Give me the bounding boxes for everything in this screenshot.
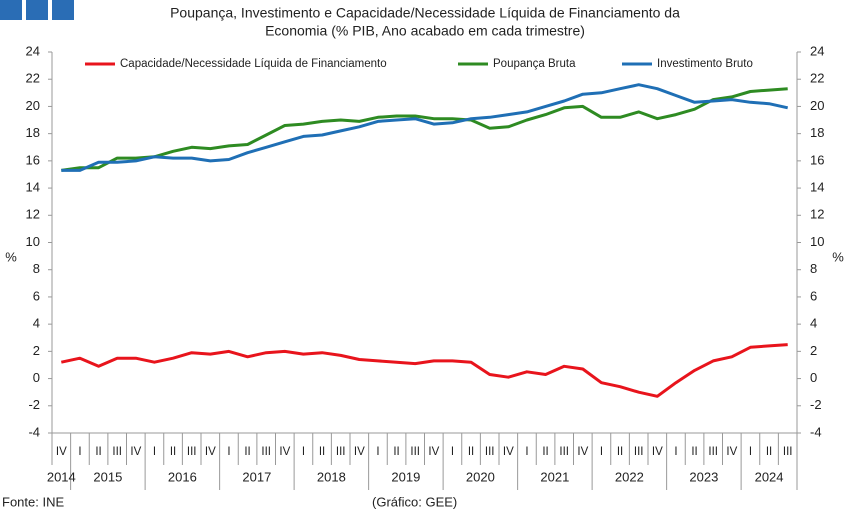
y2-tick-label: 24 — [810, 43, 824, 58]
x-tick-label: III — [336, 446, 346, 458]
x-tick-label: IV — [205, 446, 216, 458]
x-tick-label: I — [153, 446, 156, 458]
x-tick-label: I — [78, 446, 81, 458]
y-tick-label: 22 — [26, 71, 40, 86]
x-tick-label: IV — [428, 446, 439, 458]
x-tick-label: IV — [503, 446, 514, 458]
x-tick-label: II — [170, 446, 176, 458]
y2-tick-label: -4 — [810, 424, 822, 439]
x-tick-label: IV — [652, 446, 663, 458]
y2-tick-label: 12 — [810, 207, 824, 222]
logo-square — [0, 0, 22, 20]
year-label: 2023 — [689, 469, 718, 484]
x-tick-label: I — [749, 446, 752, 458]
y-tick-label: 20 — [26, 98, 40, 113]
y2-tick-label: 0 — [810, 370, 817, 385]
year-label: 2016 — [168, 469, 197, 484]
x-tick-label: II — [766, 446, 772, 458]
y2-tick-label: 2 — [810, 343, 817, 358]
year-label: 2017 — [242, 469, 271, 484]
legend-label: Capacidade/Necessidade Líquida de Financ… — [120, 58, 387, 70]
x-tick-label: II — [244, 446, 250, 458]
year-label: 2020 — [466, 469, 495, 484]
logo-square — [52, 0, 74, 20]
x-tick-label: II — [319, 446, 325, 458]
x-tick-label: II — [542, 446, 548, 458]
x-tick-label: III — [708, 446, 718, 458]
x-tick-label: I — [674, 446, 677, 458]
y-tick-label: -4 — [28, 424, 40, 439]
y2-tick-label: 20 — [810, 98, 824, 113]
x-tick-label: IV — [130, 446, 141, 458]
x-tick-label: III — [112, 446, 122, 458]
year-label: 2024 — [755, 469, 784, 484]
y-tick-label: 0 — [33, 370, 40, 385]
y-tick-label: 14 — [26, 180, 40, 195]
series-line — [61, 87, 788, 172]
y2-tick-label: 10 — [810, 234, 824, 249]
y-tick-label: 16 — [26, 152, 40, 167]
y2-tick-label: 14 — [810, 180, 824, 195]
x-tick-label: IV — [577, 446, 588, 458]
x-tick-label: III — [410, 446, 420, 458]
y2-tick-label: -2 — [810, 397, 822, 412]
x-tick-label: IV — [56, 446, 67, 458]
series-line — [60, 343, 788, 398]
x-tick-label: II — [691, 446, 697, 458]
y-tick-label: 12 — [26, 207, 40, 222]
y-tick-label: 8 — [33, 261, 40, 276]
y2-tick-label: 4 — [810, 316, 817, 331]
legend-label: Poupança Bruta — [493, 58, 576, 70]
x-tick-label: I — [227, 446, 230, 458]
chart-title: Poupança, Investimento e Capacidade/Nece… — [170, 5, 680, 21]
x-tick-label: III — [783, 446, 793, 458]
x-tick-label: II — [617, 446, 623, 458]
year-label: 2019 — [391, 469, 420, 484]
y-axis-label: % — [5, 249, 17, 264]
x-tick-label: IV — [279, 446, 290, 458]
y-tick-label: 10 — [26, 234, 40, 249]
x-tick-label: III — [559, 446, 569, 458]
legend-label: Investimento Bruto — [657, 58, 753, 70]
y-tick-label: 24 — [26, 43, 40, 58]
x-tick-label: III — [261, 446, 271, 458]
y-tick-label: 18 — [26, 125, 40, 140]
x-tick-label: I — [600, 446, 603, 458]
y-tick-label: 6 — [33, 288, 40, 303]
y-tick-label: 2 — [33, 343, 40, 358]
x-tick-label: IV — [354, 446, 365, 458]
credit-note: (Gráfico: GEE) — [372, 494, 457, 509]
y2-tick-label: 18 — [810, 125, 824, 140]
chart-title: Economia (% PIB, Ano acabado em cada tri… — [265, 23, 585, 39]
y2-axis-label: % — [832, 249, 844, 264]
y2-tick-label: 22 — [810, 71, 824, 86]
x-tick-label: IV — [726, 446, 737, 458]
year-label: 2015 — [93, 469, 122, 484]
x-tick-label: I — [451, 446, 454, 458]
year-label: 2021 — [540, 469, 569, 484]
series-line — [61, 83, 789, 172]
y2-tick-label: 6 — [810, 288, 817, 303]
y-tick-label: 4 — [33, 316, 40, 331]
x-tick-label: I — [302, 446, 305, 458]
x-tick-label: III — [187, 446, 197, 458]
y2-tick-label: 8 — [810, 261, 817, 276]
x-tick-label: II — [95, 446, 101, 458]
x-tick-label: II — [468, 446, 474, 458]
year-label: 2022 — [615, 469, 644, 484]
x-tick-label: II — [393, 446, 399, 458]
x-tick-label: I — [525, 446, 528, 458]
source-note: Fonte: INE — [2, 494, 64, 509]
x-tick-label: III — [634, 446, 644, 458]
year-label: 2018 — [317, 469, 346, 484]
x-tick-label: I — [376, 446, 379, 458]
x-tick-label: III — [485, 446, 495, 458]
logo-square — [26, 0, 48, 20]
y-tick-label: -2 — [28, 397, 40, 412]
y2-tick-label: 16 — [810, 152, 824, 167]
year-label: 2014 — [47, 469, 76, 484]
